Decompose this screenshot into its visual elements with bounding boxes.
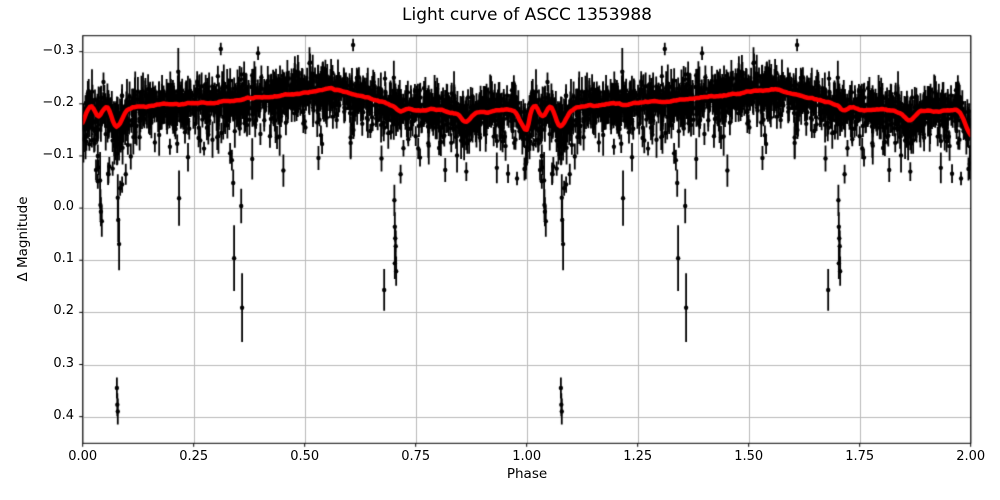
x-tick-label: 1.00	[512, 449, 542, 464]
x-tick-label: 0.50	[290, 449, 320, 464]
y-tick-label: −0.3	[42, 42, 74, 58]
x-tick-label: 0.25	[179, 449, 209, 464]
y-tick-label: 0.1	[53, 251, 74, 267]
y-tick-label: −0.1	[42, 146, 74, 162]
y-tick-label: 0.4	[53, 407, 74, 423]
x-tick-label: 0.00	[68, 449, 98, 464]
x-axis-label: Phase	[506, 466, 548, 482]
y-tick-label: 0.2	[53, 303, 74, 319]
x-tick-label: 1.25	[623, 449, 653, 464]
y-tick-label: −0.2	[42, 94, 74, 110]
y-tick-label: 0.0	[53, 199, 74, 215]
x-tick-label: 1.50	[734, 449, 764, 464]
y-tick-label: 0.3	[53, 355, 74, 371]
chart-title: Light curve of ASCC 1353988	[402, 5, 652, 25]
x-tick-label: 0.75	[401, 449, 431, 464]
x-tick-label: 2.00	[956, 449, 986, 464]
x-tick-label: 1.75	[845, 449, 875, 464]
